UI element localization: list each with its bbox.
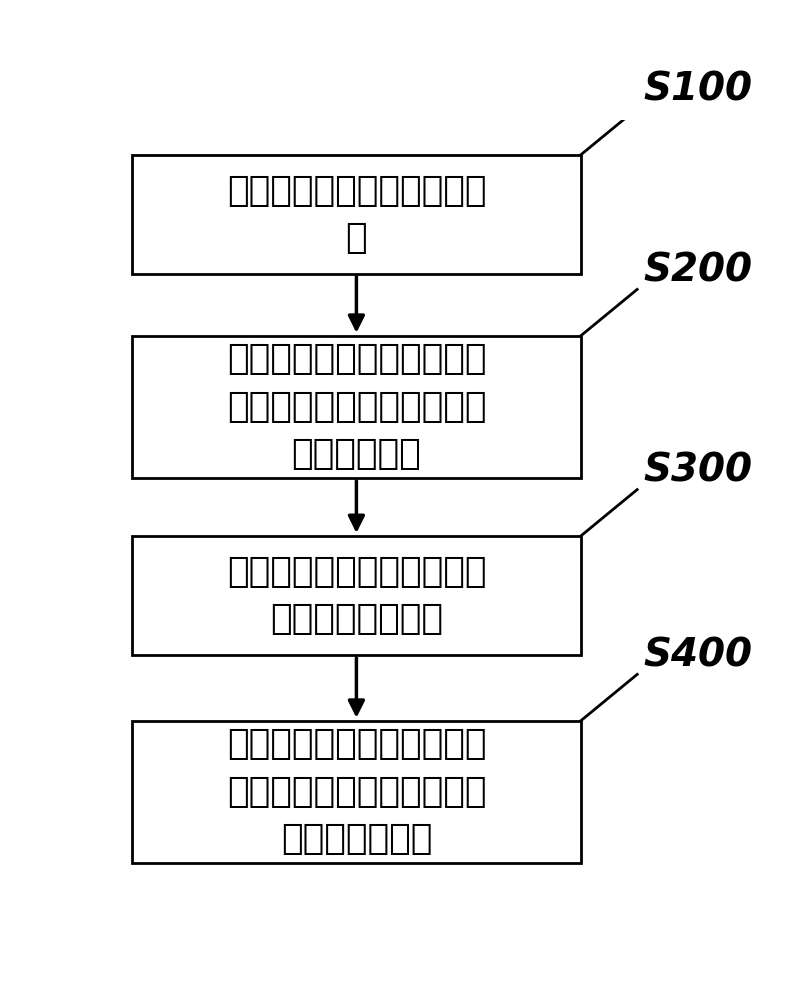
Text: S400: S400 [643, 636, 753, 674]
Text: 连续获取信号的多帧采集数
据: 连续获取信号的多帧采集数 据 [227, 174, 486, 255]
Bar [132, 536, 581, 655]
Text: 统计得到列直方图统计结果
和列波峰统计结果: 统计得到列直方图统计结果 和列波峰统计结果 [227, 555, 486, 636]
Text: 控制对信号进行波形映射，
且刷新波形映射区域内各像
素点的显示亮度: 控制对信号进行波形映射， 且刷新波形映射区域内各像 素点的显示亮度 [227, 727, 486, 856]
Text: S200: S200 [643, 251, 753, 289]
Bar [132, 336, 581, 478]
Text: 利用每个数据点的码值和所
在显示列的序号组成该数据
点的坐标编码: 利用每个数据点的码值和所 在显示列的序号组成该数据 点的坐标编码 [227, 342, 486, 471]
Text: S300: S300 [643, 452, 753, 490]
Bar [132, 721, 581, 863]
Bar [132, 155, 581, 274]
Text: S100: S100 [643, 70, 753, 108]
